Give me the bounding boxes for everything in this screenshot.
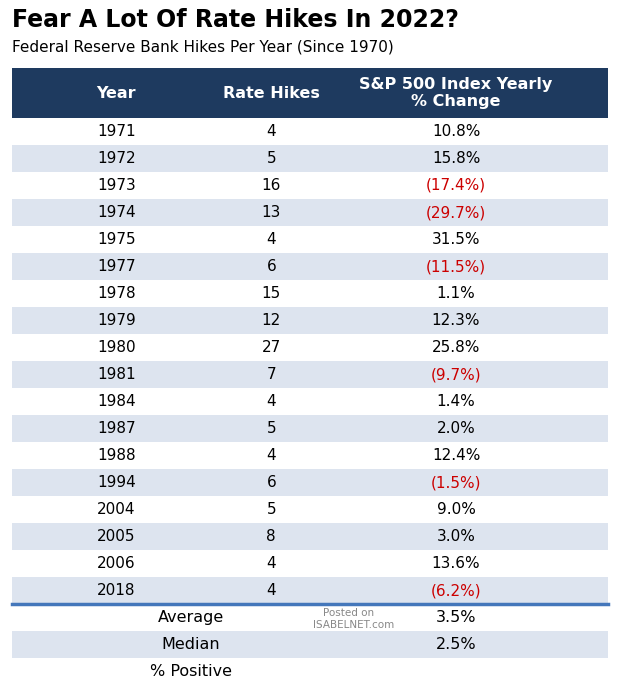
- Text: 5: 5: [267, 502, 276, 517]
- Text: 2018: 2018: [97, 583, 136, 598]
- Text: 4: 4: [267, 232, 276, 247]
- Text: 1981: 1981: [97, 367, 136, 382]
- Text: 1973: 1973: [97, 178, 136, 193]
- Text: Year: Year: [97, 85, 136, 101]
- Text: 4: 4: [267, 556, 276, 571]
- Text: Rate Hikes: Rate Hikes: [223, 85, 320, 101]
- Bar: [12, 415, 608, 442]
- Bar: [12, 442, 608, 469]
- Bar: [12, 226, 608, 253]
- Bar: [12, 199, 608, 226]
- Text: 1974: 1974: [97, 205, 136, 220]
- Bar: [12, 523, 608, 550]
- Text: 1988: 1988: [97, 448, 136, 463]
- Text: (1.5%): (1.5%): [431, 475, 481, 490]
- Text: 1977: 1977: [97, 259, 136, 274]
- Bar: [12, 253, 608, 280]
- Text: 1987: 1987: [97, 421, 136, 436]
- Bar: [12, 118, 608, 145]
- Text: 6: 6: [267, 475, 276, 490]
- Text: 1978: 1978: [97, 286, 136, 301]
- Text: 27: 27: [262, 340, 281, 355]
- Bar: [12, 658, 608, 685]
- Text: 25.8%: 25.8%: [432, 340, 480, 355]
- Text: 15.8%: 15.8%: [432, 151, 480, 166]
- Text: Median: Median: [161, 637, 220, 652]
- Text: 12.4%: 12.4%: [432, 448, 480, 463]
- Text: 13.6%: 13.6%: [432, 556, 480, 571]
- Bar: [12, 388, 608, 415]
- Text: 3.5%: 3.5%: [436, 610, 476, 625]
- Text: 2.0%: 2.0%: [436, 421, 476, 436]
- Text: (11.5%): (11.5%): [426, 259, 486, 274]
- Text: (9.7%): (9.7%): [431, 367, 481, 382]
- Bar: [12, 577, 608, 604]
- Text: ISABELNET.com: ISABELNET.com: [313, 620, 394, 631]
- Text: % Positive: % Positive: [150, 664, 232, 679]
- Text: 9.0%: 9.0%: [436, 502, 476, 517]
- Bar: [12, 334, 608, 361]
- Bar: [12, 280, 608, 307]
- Text: 2.5%: 2.5%: [436, 637, 476, 652]
- Text: 10.8%: 10.8%: [432, 124, 480, 139]
- Text: 4: 4: [267, 448, 276, 463]
- Text: 3.0%: 3.0%: [436, 529, 476, 544]
- Text: 13: 13: [262, 205, 281, 220]
- Bar: [12, 361, 608, 388]
- Text: 4: 4: [267, 583, 276, 598]
- Text: Federal Reserve Bank Hikes Per Year (Since 1970): Federal Reserve Bank Hikes Per Year (Sin…: [12, 40, 394, 55]
- Text: 2006: 2006: [97, 556, 136, 571]
- Text: (6.2%): (6.2%): [431, 583, 481, 598]
- Text: 1979: 1979: [97, 313, 136, 328]
- Text: Average: Average: [157, 610, 224, 625]
- Bar: [12, 68, 608, 118]
- Text: 1980: 1980: [97, 340, 136, 355]
- Text: 4: 4: [267, 394, 276, 409]
- Text: (29.7%): (29.7%): [426, 205, 486, 220]
- Text: Fear A Lot Of Rate Hikes In 2022?: Fear A Lot Of Rate Hikes In 2022?: [12, 8, 459, 32]
- Text: 15: 15: [262, 286, 281, 301]
- Bar: [12, 145, 608, 172]
- Text: Posted on: Posted on: [323, 608, 374, 617]
- Text: 4: 4: [267, 124, 276, 139]
- Text: 1.4%: 1.4%: [436, 394, 476, 409]
- Text: 2004: 2004: [97, 502, 136, 517]
- Bar: [12, 469, 608, 496]
- Text: 1994: 1994: [97, 475, 136, 490]
- Text: (17.4%): (17.4%): [426, 178, 486, 193]
- Text: 5: 5: [267, 421, 276, 436]
- Bar: [12, 172, 608, 199]
- Text: 5: 5: [267, 151, 276, 166]
- Text: 1971: 1971: [97, 124, 136, 139]
- Text: 1972: 1972: [97, 151, 136, 166]
- Text: 12.3%: 12.3%: [432, 313, 480, 328]
- Bar: [12, 631, 608, 658]
- Text: 16: 16: [262, 178, 281, 193]
- Text: 1975: 1975: [97, 232, 136, 247]
- Text: 1984: 1984: [97, 394, 136, 409]
- Text: 31.5%: 31.5%: [432, 232, 480, 247]
- Bar: [12, 604, 608, 631]
- Text: 6: 6: [267, 259, 276, 274]
- Text: 1.1%: 1.1%: [436, 286, 476, 301]
- Bar: [12, 550, 608, 577]
- Bar: [12, 496, 608, 523]
- Bar: [12, 307, 608, 334]
- Text: 8: 8: [267, 529, 276, 544]
- Text: 2005: 2005: [97, 529, 136, 544]
- Text: 7: 7: [267, 367, 276, 382]
- Text: 12: 12: [262, 313, 281, 328]
- Text: S&P 500 Index Yearly
% Change: S&P 500 Index Yearly % Change: [360, 77, 552, 109]
